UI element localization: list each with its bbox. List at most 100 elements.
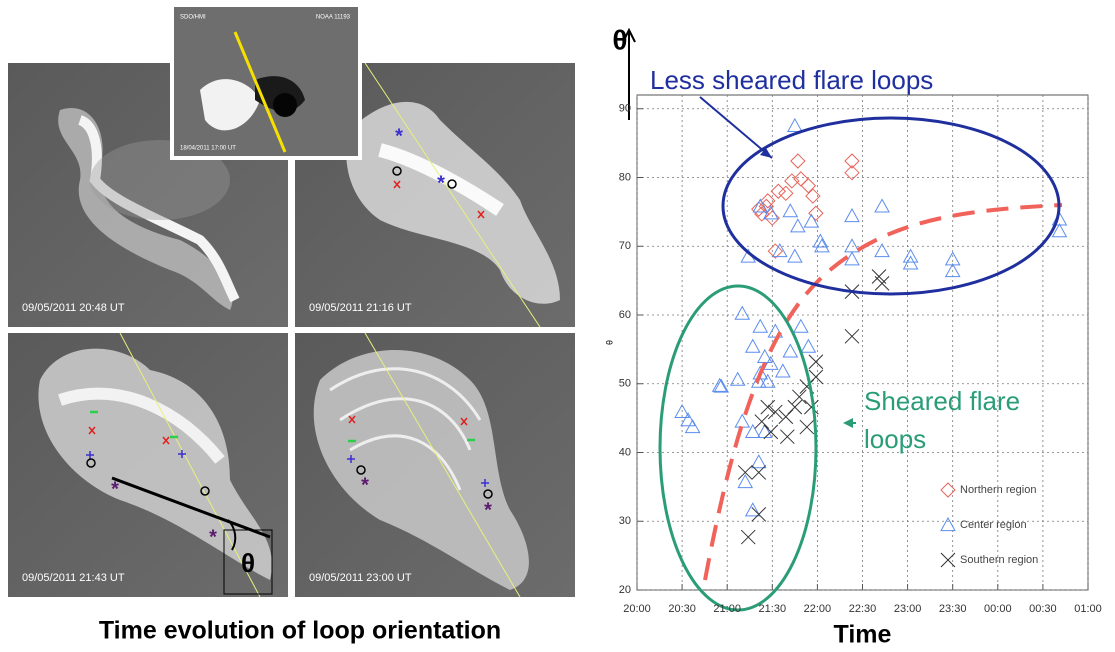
data-point [750, 454, 767, 469]
data-point [763, 424, 779, 440]
arrow-head [843, 418, 853, 428]
data-point [812, 233, 829, 248]
data-point [684, 419, 701, 434]
image-panel: * * 09/05/2011 23:00 UT [295, 333, 575, 597]
data-point [752, 198, 769, 213]
data-point [734, 305, 751, 320]
data-point [808, 205, 824, 221]
data-point [782, 203, 799, 218]
data-point [767, 404, 783, 420]
marker-symbol: * [111, 478, 119, 500]
annotation: Less sheared flare loops [650, 65, 933, 95]
marker-symbol [347, 455, 489, 487]
data-point [762, 205, 779, 220]
data-point [764, 210, 781, 226]
data-point [803, 213, 820, 228]
timestamp: 09/05/2011 21:43 UT [22, 572, 125, 584]
legend-marker [940, 482, 956, 498]
data-point [737, 465, 753, 480]
annotation: loops [864, 424, 926, 454]
data-point [782, 343, 799, 358]
inset-image: SDO/HMI NOAA 11193 18/04/2011 17:00 UT [170, 3, 362, 160]
y-tick-label: 60 [619, 309, 631, 321]
y-tick-label: 90 [619, 103, 631, 115]
data-point [787, 248, 803, 263]
annotation: Sheared flare [864, 386, 1020, 416]
inset-label: NOAA 11193 [316, 15, 351, 21]
data-point [751, 507, 767, 522]
data-point [680, 412, 696, 427]
data-point [771, 243, 788, 258]
x-axis-label: Time [834, 621, 892, 649]
data-point [744, 502, 761, 517]
trend-curve [703, 203, 1063, 581]
data-point [762, 355, 779, 370]
data-point [752, 318, 769, 333]
timestamp: 09/05/2011 21:16 UT [309, 302, 412, 314]
marker-symbol [483, 489, 493, 499]
x-tick-label: 21:30 [759, 603, 787, 615]
marker-symbol [447, 179, 457, 189]
y-tick-label: 40 [619, 446, 631, 458]
legend-marker [940, 516, 956, 532]
data-point [737, 474, 754, 489]
marker-symbol [393, 180, 485, 219]
axis-title: θ [612, 24, 627, 55]
data-point [759, 373, 776, 388]
data-point [844, 164, 860, 181]
x-tick-label: 22:30 [849, 603, 877, 615]
x-tick-label: 00:30 [1029, 603, 1057, 615]
timestamp: 09/05/2011 20:48 UT [22, 302, 125, 314]
data-point [874, 276, 890, 291]
y-axis-label: θ [604, 340, 614, 345]
data-point [674, 403, 690, 419]
marker-symbol [392, 166, 402, 176]
y-tick-label: 70 [619, 240, 631, 252]
data-point [874, 243, 890, 258]
legend-marker [940, 552, 956, 568]
data-point [734, 413, 751, 428]
data-point [770, 183, 787, 199]
legend-label: Center region [960, 519, 1027, 531]
data-point [744, 423, 761, 438]
data-point [790, 218, 806, 233]
data-point [874, 198, 890, 213]
axis-arrow [622, 27, 636, 120]
marker-symbol [86, 450, 186, 459]
data-point [779, 429, 795, 445]
data-point [844, 207, 860, 223]
data-point [778, 409, 794, 425]
data-point [800, 178, 817, 194]
group-ellipse [721, 116, 1061, 296]
x-tick-label: 20:30 [668, 603, 696, 615]
marker-symbol [348, 415, 468, 426]
data-point [799, 419, 815, 435]
data-point [814, 238, 830, 253]
data-point [844, 328, 860, 344]
data-point [752, 365, 769, 380]
data-point [793, 318, 809, 333]
x-tick-label: 23:00 [894, 603, 922, 615]
plot [636, 95, 1089, 591]
data-point [740, 529, 756, 545]
x-tick-label: 00:00 [984, 603, 1012, 615]
data-point [774, 363, 791, 378]
image-panel: * * 09/05/2011 21:16 UT [295, 63, 575, 327]
marker-symbol [86, 458, 96, 468]
x-tick-label: 21:00 [713, 603, 741, 615]
data-point [760, 193, 776, 209]
data-point [729, 371, 746, 386]
data-point [760, 399, 776, 415]
data-point [790, 153, 806, 169]
data-point [784, 173, 800, 189]
marker-symbol [348, 438, 475, 443]
x-tick-label: 20:00 [623, 603, 651, 615]
data-point [844, 251, 860, 266]
inset-label: 18/04/2011 17:00 UT [180, 146, 236, 152]
marker-symbol: * [361, 474, 369, 496]
marker-symbol: * [395, 125, 403, 147]
data-point [751, 201, 767, 217]
data-point [1051, 223, 1068, 238]
data-point [744, 338, 761, 353]
